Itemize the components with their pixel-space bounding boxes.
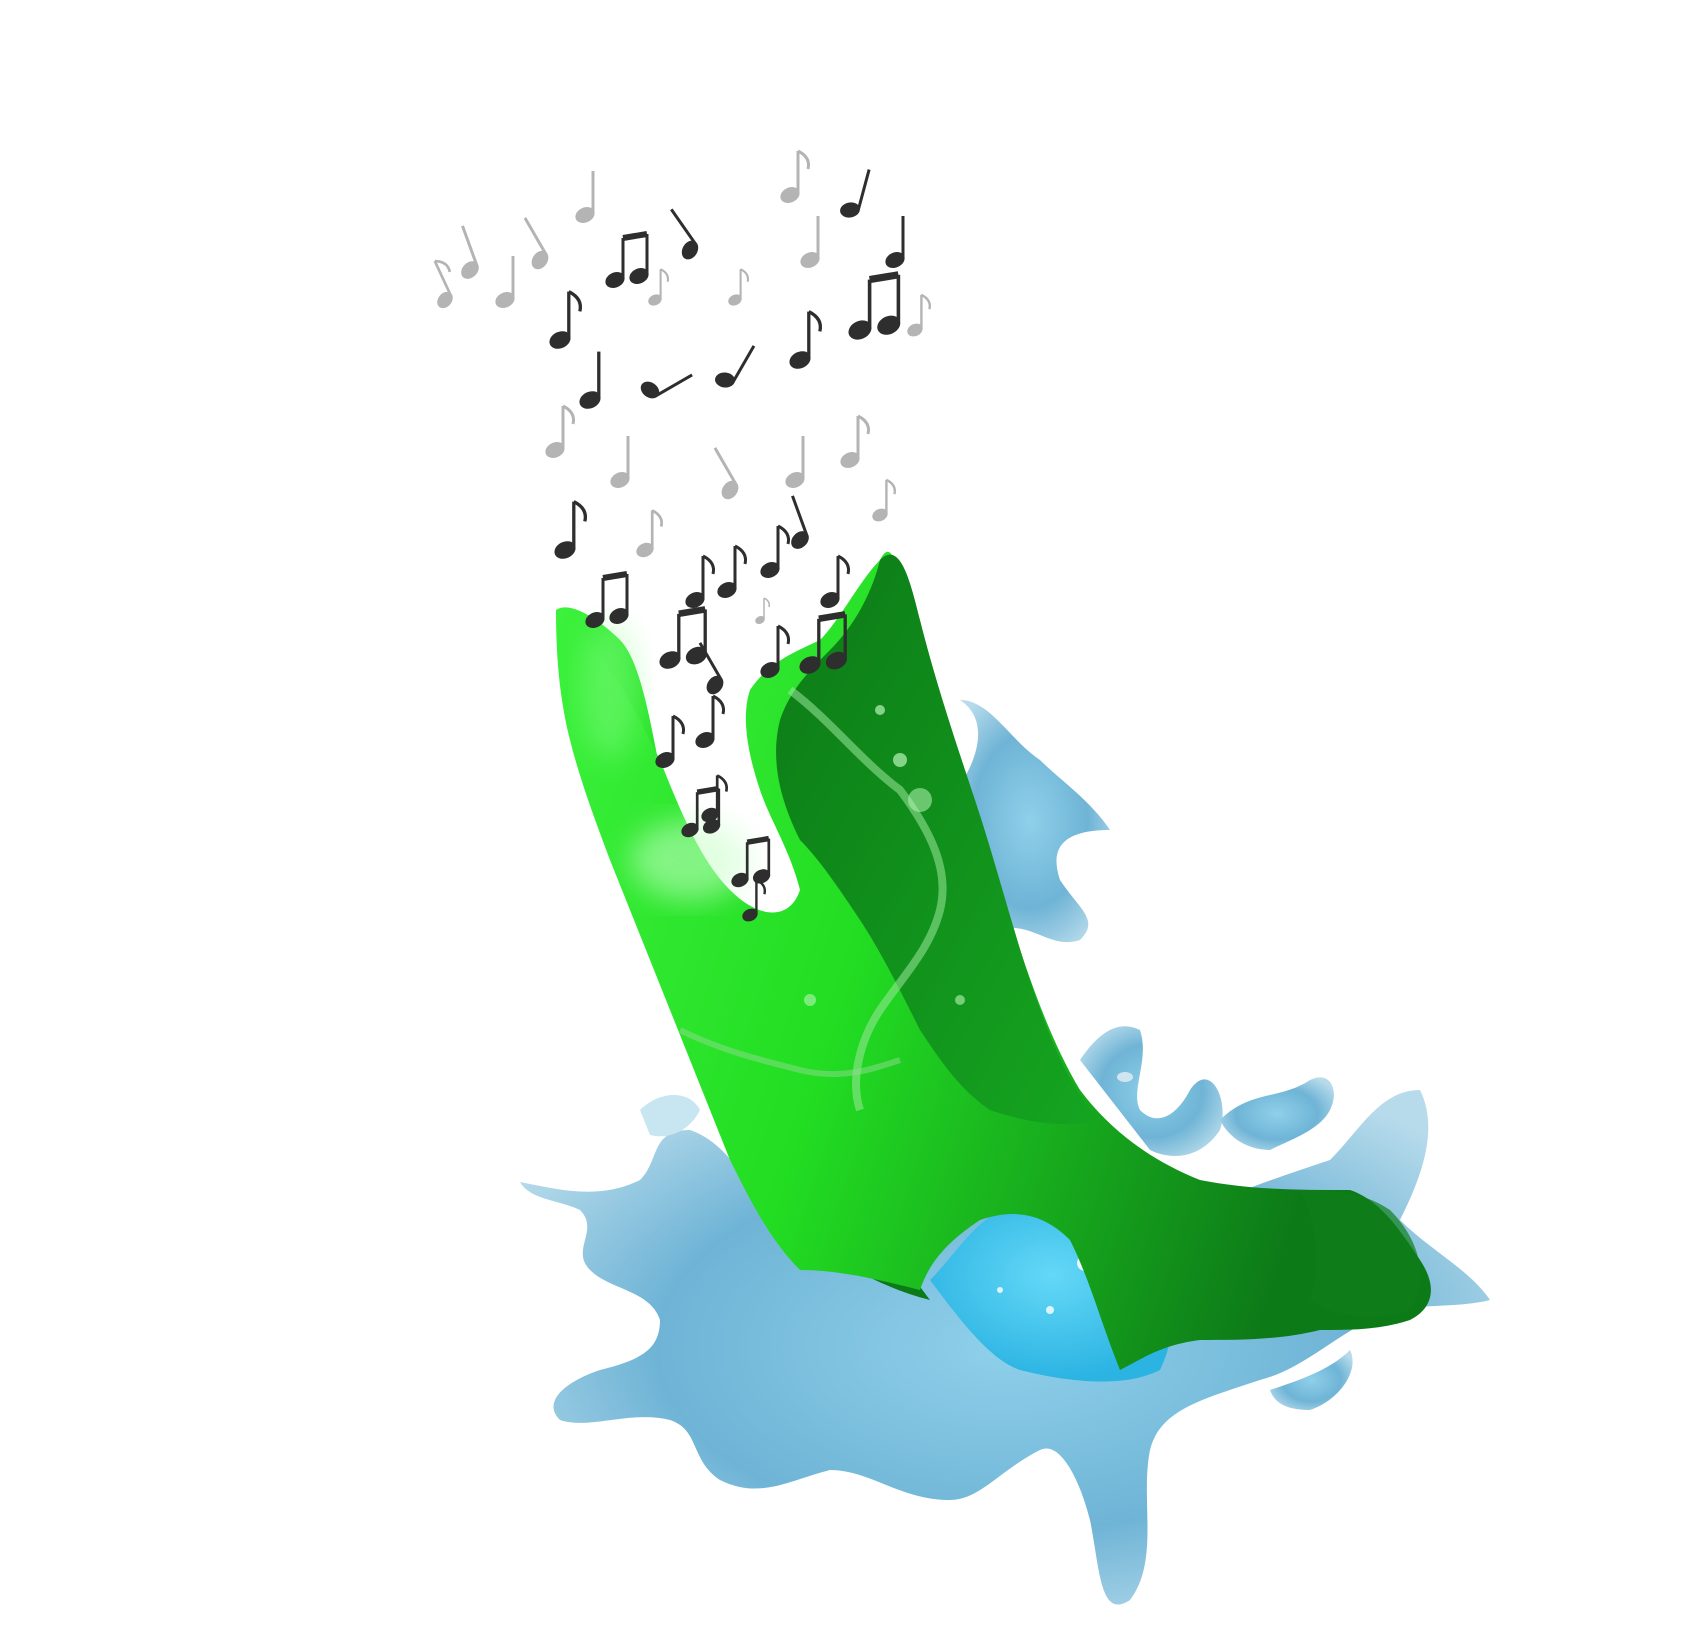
music-note-icon bbox=[728, 268, 749, 306]
music-note-icon bbox=[698, 642, 724, 695]
music-note-icon bbox=[695, 694, 725, 749]
music-note-icon bbox=[636, 509, 663, 558]
beamed-notes-icon bbox=[585, 571, 629, 629]
music-note-icon bbox=[785, 436, 805, 489]
music-note-icon bbox=[579, 351, 601, 409]
music-note-icon bbox=[545, 404, 575, 459]
music-note-icon bbox=[840, 414, 870, 469]
music-note-icon bbox=[717, 544, 747, 599]
beamed-notes-icon bbox=[848, 271, 901, 340]
music-note-icon bbox=[685, 554, 715, 609]
music-note-icon bbox=[791, 495, 809, 549]
music-note-icon bbox=[640, 373, 693, 399]
music-note-icon bbox=[575, 171, 595, 224]
music-notes bbox=[433, 149, 931, 922]
music-note-icon bbox=[655, 714, 685, 769]
beamed-notes-icon bbox=[605, 231, 649, 289]
beamed-notes-icon bbox=[731, 835, 771, 888]
music-note-icon bbox=[549, 290, 582, 349]
music-note-icon bbox=[755, 597, 770, 625]
music-note-icon bbox=[789, 310, 822, 369]
music-note-icon bbox=[648, 268, 669, 306]
music-note-icon bbox=[800, 216, 820, 269]
music-note-icon bbox=[610, 436, 630, 489]
music-note-icon bbox=[760, 524, 790, 579]
beamed-notes-icon bbox=[681, 785, 721, 838]
green-paint-splash bbox=[556, 551, 1431, 1370]
music-note-icon bbox=[907, 293, 931, 337]
music-note-icon bbox=[523, 217, 549, 270]
music-note-icon bbox=[715, 345, 756, 388]
music-note-icon bbox=[840, 169, 871, 218]
music-note-icon bbox=[760, 624, 790, 679]
music-note-icon bbox=[742, 878, 766, 922]
music-note-icon bbox=[780, 149, 810, 204]
beamed-notes-icon bbox=[659, 606, 707, 669]
music-note-icon bbox=[433, 259, 453, 309]
music-note-icon bbox=[820, 554, 850, 609]
music-note-icon bbox=[495, 256, 515, 309]
music-note-icon bbox=[713, 447, 739, 500]
music-note-icon bbox=[554, 500, 587, 559]
music-note-icon bbox=[885, 216, 905, 269]
beamed-notes-icon bbox=[799, 611, 847, 674]
music-note-icon bbox=[872, 478, 896, 522]
music-note-icon bbox=[701, 774, 728, 823]
music-note-icon bbox=[670, 208, 699, 260]
music-note-icon bbox=[461, 225, 479, 279]
